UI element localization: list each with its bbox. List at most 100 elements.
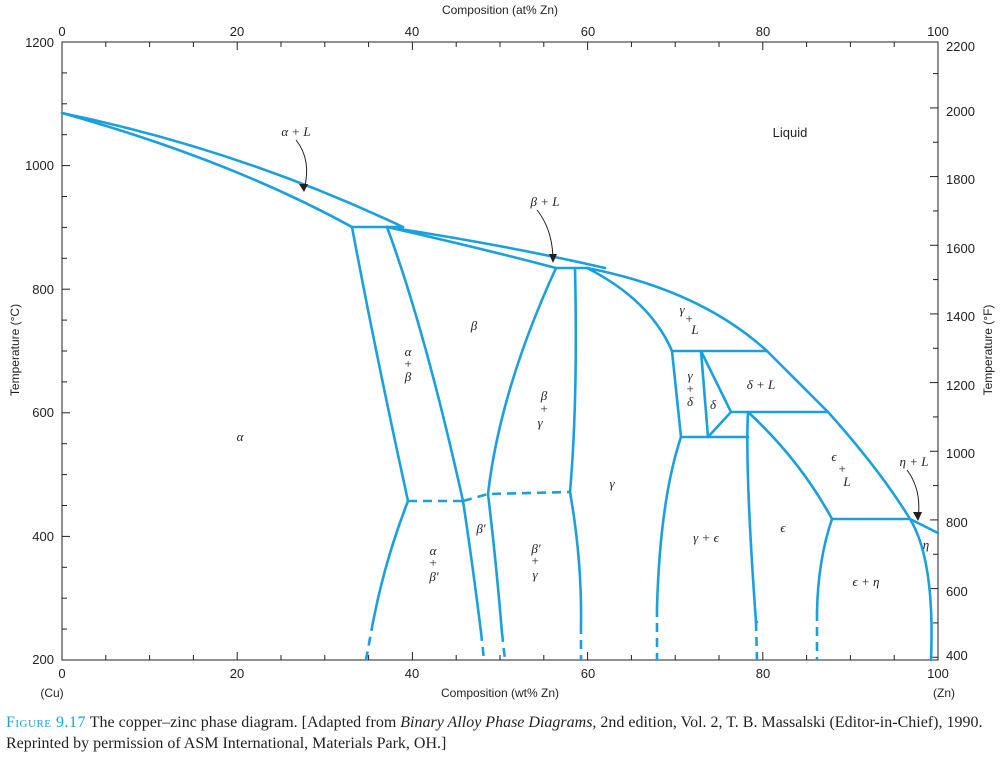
beta-boundary-right xyxy=(486,266,558,496)
beta-ordering-right xyxy=(462,490,571,503)
right-tick-labels: 400 600 800 1000 1200 1400 1600 1800 200… xyxy=(946,39,975,663)
zn-end-label: (Zn) xyxy=(933,686,955,700)
label-beta-gamma-2: + xyxy=(540,401,549,416)
alpha-solvus-low xyxy=(371,499,410,624)
axis-ticks xyxy=(61,41,939,661)
label-beta-prime: β′ xyxy=(475,521,485,536)
alpha-extension xyxy=(364,621,375,661)
top-tick-label: 100 xyxy=(927,24,949,39)
label-alpha-beta-3: β xyxy=(404,369,412,384)
label-eps-eta: ϵ + η xyxy=(853,574,880,589)
label-gamma-L-3: L xyxy=(690,322,698,337)
bottom-tick-labels: 0 20 40 60 80 100 xyxy=(58,666,948,681)
top-tick-label: 20 xyxy=(230,24,244,39)
label-arrows xyxy=(295,139,922,521)
beta-prime-right xyxy=(486,492,504,635)
label-liquid: Liquid xyxy=(773,125,808,140)
gamma-left-lower xyxy=(568,490,583,627)
label-beta-gamma-3: γ xyxy=(537,415,543,430)
figure-caption: Figure 9.17 The copper–zinc phase diagra… xyxy=(6,712,991,754)
label-alpha: α xyxy=(237,429,245,444)
bottom-tick-label: 100 xyxy=(927,666,949,681)
label-gamma-eps: γ + ϵ xyxy=(693,530,719,545)
eta-solvus xyxy=(908,517,933,662)
left-tick-labels: 200 400 600 800 1000 1200 xyxy=(25,35,54,667)
dashed-boundaries xyxy=(364,490,819,661)
label-betaprime-gamma-1: β′ xyxy=(530,541,540,556)
label-eta-L: η + L xyxy=(900,454,929,469)
figure-number: Figure 9.17 xyxy=(6,714,87,731)
liquidus-epsilon xyxy=(826,410,912,521)
label-delta-L: δ + L xyxy=(747,377,776,392)
label-delta: δ xyxy=(710,397,717,412)
label-eps-L-1: ϵ xyxy=(831,449,837,464)
delta-eutectoid xyxy=(706,410,733,439)
liquidus-beta xyxy=(385,225,607,270)
left-tick-label: 1000 xyxy=(25,158,54,173)
right-tick-label: 1400 xyxy=(946,309,975,324)
label-gamma-delta-2: + xyxy=(686,381,695,396)
label-betaprime-gamma-2: + xyxy=(531,553,540,568)
label-alpha-betaprime-3: β′ xyxy=(428,569,438,584)
label-eta: η xyxy=(923,537,929,552)
left-tick-label: 200 xyxy=(32,652,54,667)
label-gamma-L-2: + xyxy=(685,311,694,326)
liquidus-delta xyxy=(765,349,830,414)
label-alpha-beta-1: α xyxy=(405,344,413,359)
top-tick-label: 80 xyxy=(756,24,770,39)
right-tick-label: 2000 xyxy=(946,104,975,119)
top-tick-label: 60 xyxy=(581,24,595,39)
bottom-tick-label: 40 xyxy=(405,666,419,681)
phase-diagram: 0 20 40 60 80 100 Composition (at% Zn) 0… xyxy=(8,3,995,700)
label-alpha-beta-2: + xyxy=(404,356,413,371)
delta-left xyxy=(699,349,710,439)
gamma-boundary-left xyxy=(568,266,578,494)
gamma-boundary-right xyxy=(670,349,683,439)
label-alpha-L: α + L xyxy=(281,124,310,139)
solidus-gamma xyxy=(585,266,674,353)
epsilon-left xyxy=(746,410,758,624)
label-beta: β xyxy=(470,318,478,333)
delta-right xyxy=(699,349,733,414)
beta-L-arrowhead xyxy=(549,254,557,263)
label-alpha-betaprime-2: + xyxy=(429,555,438,570)
bottom-axis-title: Composition (wt% Zn) xyxy=(441,686,559,700)
left-tick-label: 600 xyxy=(32,405,54,420)
liquidus-alpha xyxy=(60,111,405,229)
bottom-tick-label: 0 xyxy=(58,666,65,681)
bottom-tick-label: 20 xyxy=(230,666,244,681)
label-gamma-L-1: γ xyxy=(679,302,685,317)
label-beta-gamma-1: β xyxy=(540,388,548,403)
label-gamma-delta-3: δ xyxy=(687,394,694,409)
right-tick-label: 1200 xyxy=(946,378,975,393)
alpha-solvus-high xyxy=(350,225,410,503)
right-tick-label: 1600 xyxy=(946,241,975,256)
epsilon-lower-right xyxy=(815,517,834,614)
label-epsilon: ϵ xyxy=(780,520,786,535)
left-tick-label: 1200 xyxy=(25,35,54,50)
top-tick-labels: 0 20 40 60 80 100 xyxy=(58,24,948,39)
beta-boundary-left xyxy=(385,225,465,503)
right-tick-label: 400 xyxy=(946,648,968,663)
gamma-right-lower xyxy=(655,435,683,610)
caption-text-1: The copper–zinc phase diagram. [Adapted … xyxy=(89,714,401,731)
label-eps-L-2: + xyxy=(838,461,847,476)
right-axis-title: Temperature (°F) xyxy=(981,305,995,396)
right-tick-label: 1800 xyxy=(946,172,975,187)
bottom-tick-label: 60 xyxy=(581,666,595,681)
liquidus-gamma xyxy=(585,266,769,353)
alpha-L-arrowhead xyxy=(299,184,308,192)
right-tick-label: 2200 xyxy=(946,39,975,54)
top-tick-label: 40 xyxy=(405,24,419,39)
label-alpha-betaprime-1: α xyxy=(430,543,438,558)
solidus-beta xyxy=(385,225,558,270)
label-gamma-delta-1: γ xyxy=(687,368,693,383)
right-tick-label: 1000 xyxy=(946,446,975,461)
label-beta-L: β + L xyxy=(530,194,560,209)
eta-L-arrow xyxy=(906,469,920,520)
liquidus-eta xyxy=(908,517,940,535)
beta-prime-left xyxy=(461,499,483,634)
bottom-tick-label: 80 xyxy=(756,666,770,681)
top-axis-title: Composition (at% Zn) xyxy=(442,3,558,17)
betaprime-right-extension xyxy=(500,632,507,661)
